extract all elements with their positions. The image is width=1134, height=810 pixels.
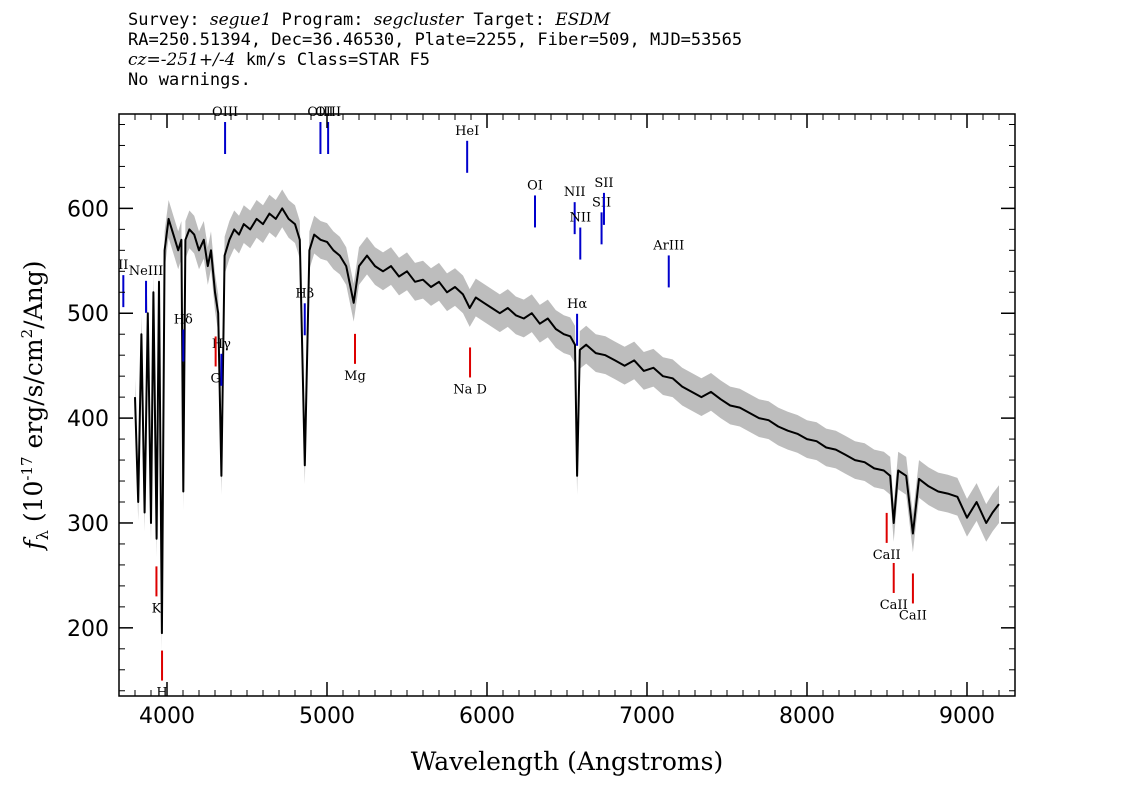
emission-line-label: NII (569, 211, 591, 226)
absorption-line-label: H (156, 686, 167, 701)
absorption-line-label: CaII (899, 608, 927, 623)
emission-line-label: Hβ (295, 286, 314, 301)
flux-line (134, 207, 1000, 635)
y-tick-label: 500 (67, 302, 109, 327)
emission-line-label: ArIII (652, 238, 684, 253)
y-label-exp: -17 (18, 456, 36, 480)
y-label-f: f (19, 537, 48, 552)
y-label-part-b: erg/s/cm (19, 338, 48, 456)
ticks-layer: 4000 5000 6000 7000 8000 9000 200 300 400 500 600 (67, 114, 1016, 729)
y-label-part-c: /Ang) (19, 260, 48, 328)
header-line-redshift: cz=-251+/-4 km/s Class=STAR F5 (128, 50, 430, 70)
absorption-line-label: Na D (453, 382, 487, 397)
y-tick-label: 300 (67, 512, 109, 537)
error-band-layer (135, 189, 999, 652)
x-axis-label: Wavelength (Angstroms) (411, 747, 723, 776)
x-tick-label: 4000 (139, 704, 195, 729)
header-line-survey: Survey: segue1 Program: segcluster Targe… (128, 10, 611, 30)
emission-line-label: OIII (315, 105, 341, 120)
spectrum-header: Survey: segue1 Program: segcluster Targe… (128, 10, 742, 90)
header-line-coordinates: RA=250.51394, Dec=36.46530, Plate=2255, … (128, 30, 743, 50)
absorption-line-label: Mg (344, 369, 366, 384)
emission-line-label: NII (564, 185, 586, 200)
emission-line-label: SII (594, 176, 613, 191)
emission-line-label: Hγ (212, 337, 231, 352)
emission-line-label: Hα (567, 297, 587, 312)
flux-layer (134, 207, 1000, 635)
emission-line-label: OIII (212, 105, 238, 120)
emission-line-label: HeI (455, 124, 479, 139)
y-label-part-a: (10 (19, 481, 48, 531)
absorption-line-label: CaII (873, 548, 901, 563)
x-tick-label: 8000 (779, 704, 835, 729)
absorption-line-label: G (210, 371, 220, 386)
x-tick-label: 6000 (459, 704, 515, 729)
y-tick-label: 200 (67, 617, 109, 642)
y-tick-label: 600 (67, 197, 109, 222)
absorption-line-label: CaII (880, 598, 908, 613)
y-label-exp2: 2 (18, 329, 36, 339)
absorption-line-label: K (152, 601, 162, 616)
y-axis-label: fλ (10-17 erg/s/cm2/Ang) (18, 260, 52, 551)
emission-line-label: II (118, 258, 128, 273)
x-tick-label: 7000 (619, 704, 675, 729)
emission-line-label: SII (592, 195, 611, 210)
x-tick-label: 5000 (299, 704, 355, 729)
header-line-warnings: No warnings. (128, 70, 251, 90)
emission-line-label: Hδ (174, 313, 193, 328)
emission-line-label: NeIII (129, 264, 163, 279)
x-tick-label: 9000 (939, 704, 995, 729)
y-label-lambda: λ (33, 530, 52, 540)
emission-line-label: OI (527, 178, 543, 193)
error-band (135, 189, 999, 652)
y-tick-label: 400 (67, 407, 109, 432)
